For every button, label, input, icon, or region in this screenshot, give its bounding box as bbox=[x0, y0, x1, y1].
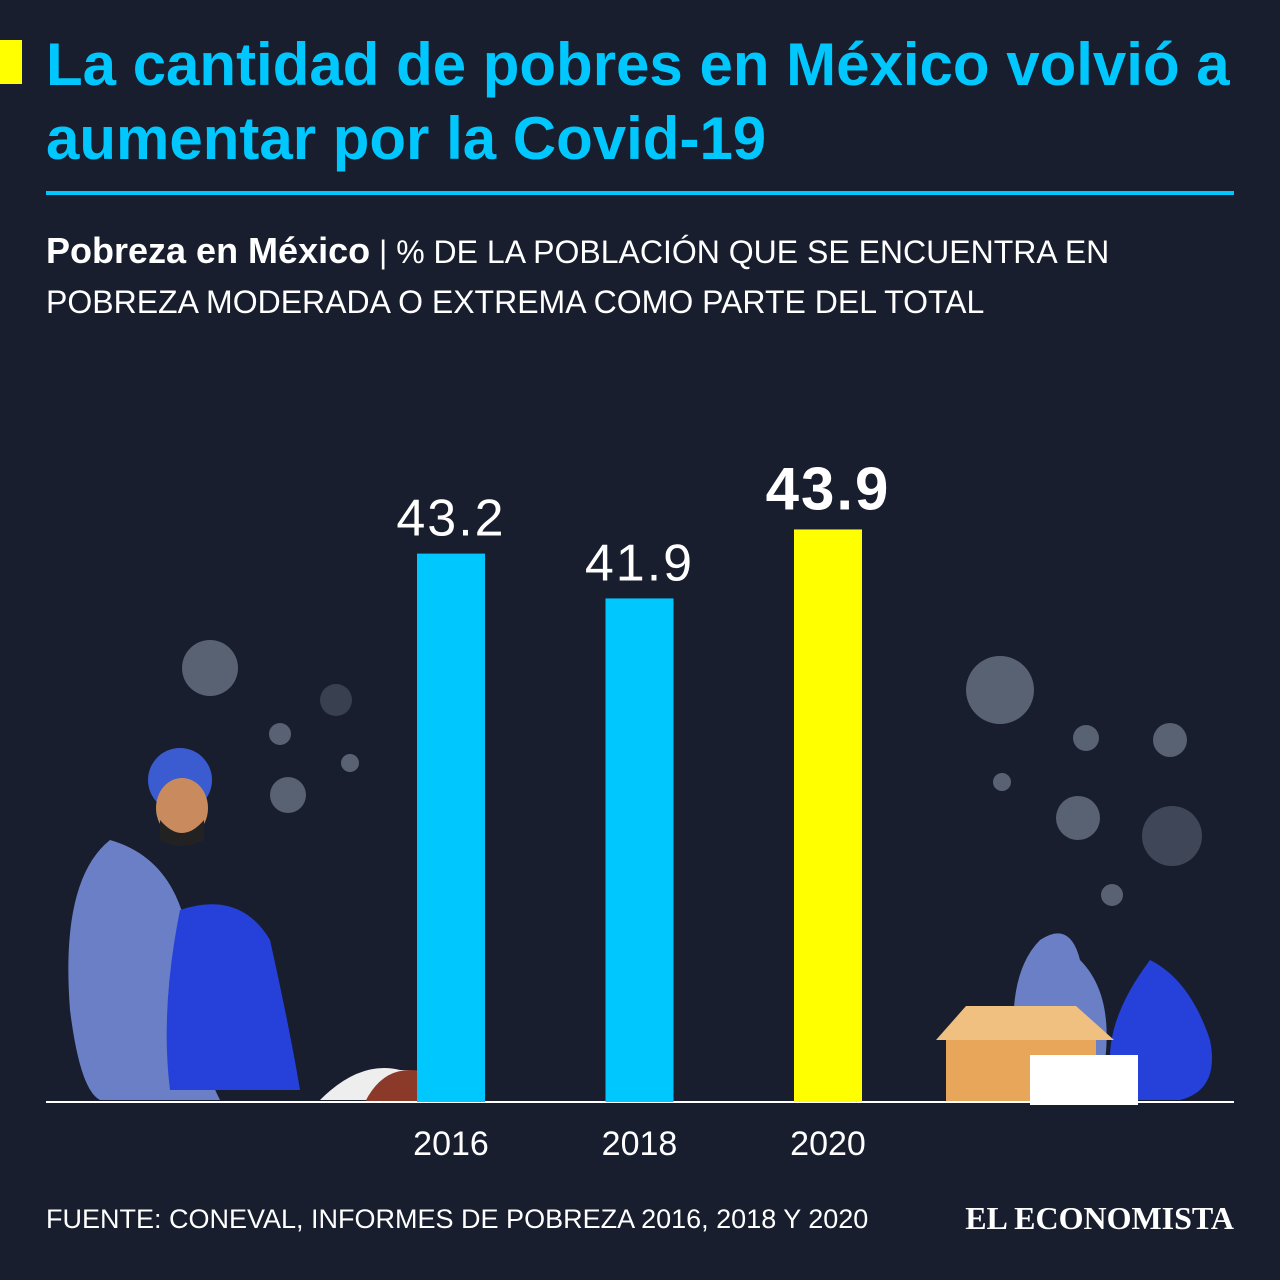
chart-title: La cantidad de pobres en México volvió a… bbox=[46, 31, 1230, 172]
decoration bbox=[182, 640, 1202, 906]
title-accent bbox=[0, 40, 22, 84]
value-label: 41.9 bbox=[585, 534, 694, 592]
bar bbox=[417, 553, 485, 1102]
subtitle-text: | % DE LA POBLACIÓN QUE SE ENCUENTRA EN … bbox=[46, 234, 1110, 320]
bar bbox=[794, 529, 862, 1102]
logo: EL ECONOMISTA bbox=[965, 1200, 1234, 1236]
source: FUENTE: CONEVAL, INFORMES DE POBREZA 201… bbox=[46, 1204, 869, 1234]
x-tick-label: 2016 bbox=[413, 1125, 489, 1163]
subtitle: Pobreza en México | % DE LA POBLACIÓN QU… bbox=[46, 226, 1246, 327]
title-rule bbox=[46, 191, 1234, 195]
bar bbox=[605, 598, 674, 1102]
subtitle-bold: Pobreza en México bbox=[46, 230, 371, 271]
x-tick-label: 2018 bbox=[602, 1125, 678, 1163]
value-label: 43.9 bbox=[766, 455, 891, 522]
value-label: 43.2 bbox=[396, 490, 505, 548]
x-tick-label: 2020 bbox=[790, 1125, 866, 1163]
